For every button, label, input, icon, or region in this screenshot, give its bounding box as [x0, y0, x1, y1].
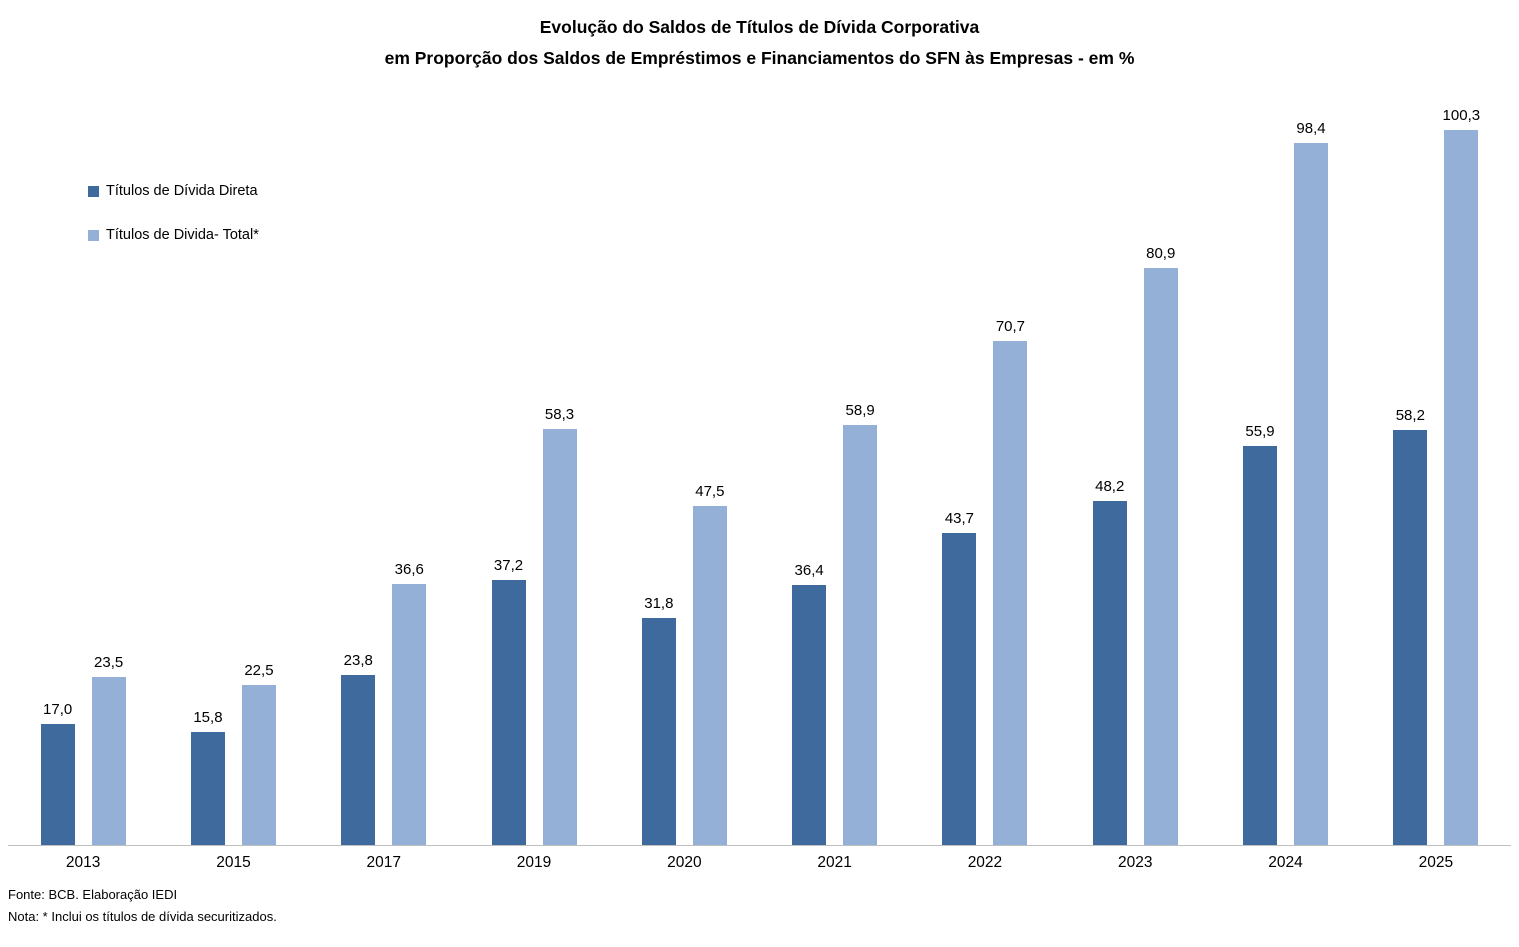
- bar-value-label: 36,6: [394, 561, 424, 578]
- bar-value-label: 80,9: [1146, 245, 1176, 262]
- x-axis-label-2017: 2017: [366, 854, 401, 871]
- x-axis-label-2019: 2019: [516, 854, 552, 871]
- footer: Fonte: BCB. Elaboração IEDI Nota: * Incl…: [8, 884, 277, 928]
- bar-value-label: 55,9: [1245, 423, 1275, 440]
- bar-group-2022: 43,7 70,7: [910, 115, 1060, 845]
- bar-group-2020: 31,8 47,5: [609, 115, 759, 845]
- bar-group-2017: 23,8 36,6: [309, 115, 459, 845]
- bar-value-label: 43,7: [944, 510, 975, 527]
- bar-total-2023: 80,9: [1143, 245, 1178, 845]
- bar-direta-2019: 37,2: [491, 557, 526, 845]
- bar-total-2015: 22,5: [241, 662, 276, 845]
- x-axis-label-2023: 2023: [1117, 854, 1153, 871]
- bar-group-2023: 48,2 80,9: [1060, 115, 1210, 845]
- chart-title: Evolução do Saldos de Títulos de Dívida …: [0, 12, 1519, 74]
- footer-note: Nota: * Inclui os títulos de dívida secu…: [8, 909, 277, 924]
- bar-value-label: 22,5: [244, 662, 274, 679]
- bar-value-label: 17,0: [43, 701, 73, 718]
- chart-title-line2: em Proporção dos Saldos de Empréstimos e…: [384, 48, 1135, 68]
- bar-direta-2015: 15,8: [190, 709, 225, 845]
- bar-total-2024: 98,4: [1294, 120, 1329, 845]
- bar-value-label: 31,8: [644, 595, 674, 612]
- bar-value-label: 23,5: [94, 654, 124, 671]
- bar-direta-2024: 55,9: [1243, 423, 1278, 845]
- bar-group-2019: 37,2 58,3: [459, 115, 609, 845]
- bar-total-2021: 58,9: [843, 402, 878, 845]
- bar-direta-2017: 23,8: [341, 652, 376, 845]
- bar-direta-2023: 48,2: [1092, 478, 1127, 845]
- legend-item-divida-total: Títulos de Divida- Total*: [88, 225, 259, 245]
- bar-total-2013: 23,5: [91, 654, 126, 845]
- bar-group-2021: 36,4 58,9: [759, 115, 909, 845]
- x-axis-line: [8, 845, 1511, 846]
- bars-row: 17,0 23,5 15,8 22,5 23,8 36,6 37,2 58,3 31,8 47,5…: [8, 107, 1511, 845]
- x-axis-label-2022: 2022: [967, 854, 1003, 871]
- bar-value-label: 15,8: [193, 709, 223, 726]
- x-axis-label-2021: 2021: [817, 854, 852, 871]
- bar-total-2025: 100,3: [1443, 107, 1480, 845]
- legend-label: Títulos de Divida- Total*: [106, 227, 259, 243]
- bar-group-2013: 17,0 23,5: [8, 115, 158, 845]
- bar-direta-2022: 43,7: [942, 510, 977, 845]
- x-axis-label-2025: 2025: [1418, 854, 1454, 871]
- legend: Títulos de Dívida Direta Títulos de Divi…: [88, 181, 259, 269]
- bar-value-label: 58,9: [845, 402, 875, 419]
- footer-source: Fonte: BCB. Elaboração IEDI: [8, 887, 178, 902]
- bar-group-2015: 15,8 22,5: [158, 115, 308, 845]
- plot-area: 17,0 23,5 15,8 22,5 23,8 36,6 37,2 58,3 31,8 47,5…: [8, 107, 1511, 845]
- bar-value-label: 58,2: [1395, 407, 1425, 424]
- x-axis-label-2015: 2015: [216, 854, 251, 871]
- legend-swatch-icon: [88, 229, 99, 241]
- bar-total-2017: 36,6: [392, 561, 427, 845]
- bar-value-label: 98,4: [1296, 120, 1326, 137]
- legend-swatch-icon: [88, 185, 99, 197]
- bar-total-2022: 70,7: [993, 318, 1028, 845]
- bar-total-2019: 58,3: [542, 406, 577, 845]
- bar-value-label: 48,2: [1095, 478, 1125, 495]
- bar-value-label: 36,4: [794, 562, 824, 579]
- bar-value-label: 58,3: [544, 406, 575, 423]
- bar-value-label: 47,5: [695, 483, 725, 500]
- bar-group-2024: 55,9 98,4: [1210, 115, 1360, 845]
- x-axis-label-2020: 2020: [667, 854, 702, 871]
- chart-title-line1: Evolução do Saldos de Títulos de Dívida …: [539, 17, 980, 37]
- bar-value-label: 70,7: [995, 318, 1026, 335]
- x-axis-label-2013: 2013: [65, 854, 101, 871]
- bar-direta-2020: 31,8: [641, 595, 676, 845]
- bar-direta-2021: 36,4: [792, 562, 827, 845]
- bar-direta-2025: 58,2: [1393, 407, 1428, 845]
- legend-label: Títulos de Dívida Direta: [106, 183, 258, 199]
- bar-group-2025: 58,2 100,3: [1361, 107, 1511, 845]
- bar-value-label: 23,8: [343, 652, 373, 669]
- bar-direta-2013: 17,0: [40, 701, 75, 845]
- legend-item-divida-direta: Títulos de Dívida Direta: [88, 181, 259, 201]
- bar-value-label: 100,3: [1442, 107, 1481, 124]
- bar-value-label: 37,2: [493, 557, 524, 574]
- x-axis-labels: 2013 2015 2017 2019 2020 2021 2022 2023 2024 2025: [8, 854, 1511, 872]
- x-axis-label-2024: 2024: [1268, 854, 1303, 871]
- bar-total-2020: 47,5: [692, 483, 727, 845]
